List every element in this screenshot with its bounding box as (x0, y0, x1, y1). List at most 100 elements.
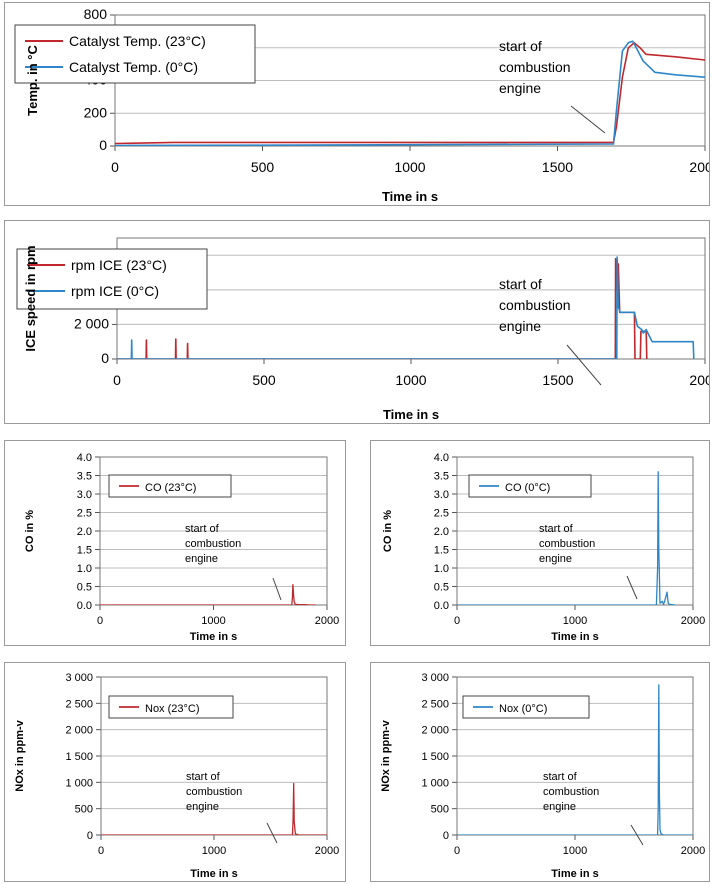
y-tick-label: 2 000 (65, 725, 93, 737)
annotation-text: engine (539, 553, 572, 565)
y-tick-label: 3.5 (77, 471, 92, 483)
chart-co-23c: 0.0 0.5 1.0 1.5 2.0 2.5 3.0 3.5 4.0 0 1000 2000 star… (24, 452, 339, 643)
legend-box (462, 695, 590, 719)
chart-panel-co-0c: 0.0 0.5 1.0 1.5 2.0 2.5 3.0 3.5 4.0 0 1000 2000 star… (370, 440, 710, 646)
legend-box (16, 248, 208, 310)
legend-label: Nox (23°C) (145, 703, 200, 715)
series-line-nox-0-c (457, 684, 693, 835)
y-axis-label: ICE speed in rpm (23, 245, 38, 351)
y-tick-label: 0 (101, 350, 109, 366)
x-tick-label: 2000 (315, 615, 339, 627)
y-tick-label: 1 500 (65, 751, 93, 763)
y-tick-label: 0.5 (77, 582, 92, 594)
annotation-text: start of (499, 276, 542, 292)
y-tick-label: 3 000 (65, 672, 93, 684)
legend-label: CO (0°C) (505, 482, 550, 494)
y-tick-label: 1 500 (421, 751, 449, 763)
x-tick-label: 0 (97, 615, 103, 627)
annotation-pointer (630, 824, 644, 846)
x-tick-label: 1000 (202, 845, 226, 857)
legend-label: Catalyst Temp. (0°C) (69, 59, 198, 75)
x-tick-label: 2000 (681, 845, 705, 857)
annotation-text: combustion (185, 538, 241, 550)
annotation-text: start of (539, 523, 574, 535)
x-tick-label: 500 (251, 159, 275, 175)
annotation-text: start of (186, 771, 221, 783)
x-axis-label: Time in s (190, 868, 237, 880)
x-tick-label: 0 (454, 845, 460, 857)
y-tick-label: 0 (99, 137, 107, 153)
annotation-text: engine (543, 801, 576, 813)
chart-co-0c: 0.0 0.5 1.0 1.5 2.0 2.5 3.0 3.5 4.0 0 1000 2000 star… (382, 452, 705, 643)
y-tick-label: 200 (84, 104, 108, 120)
annotation-pointer (566, 344, 602, 386)
y-axis-label: CO in % (382, 510, 394, 552)
y-tick-label: 0 (443, 830, 449, 842)
x-tick-label: 2000 (315, 845, 339, 857)
y-tick-label: 0.0 (77, 600, 92, 612)
x-tick-label: 2000 (689, 372, 709, 388)
y-tick-label: 2 500 (421, 698, 449, 710)
x-tick-label: 0 (111, 159, 119, 175)
y-tick-label: 500 (75, 804, 93, 816)
x-tick-label: 1000 (201, 615, 225, 627)
x-tick-label: 500 (252, 372, 276, 388)
legend-label: Catalyst Temp. (23°C) (69, 33, 206, 49)
legend-box (108, 695, 234, 719)
y-tick-label: 2.0 (434, 526, 449, 538)
y-tick-label: 1.0 (77, 563, 92, 575)
annotation-text: start of (185, 523, 220, 535)
y-axis-label: NOx in ppm-v (14, 719, 26, 791)
series-line-catalyst-temp-23-c (115, 41, 705, 145)
y-tick-label: 3.5 (434, 471, 449, 483)
legend-box (468, 474, 592, 498)
y-tick-label: 4.0 (77, 452, 92, 464)
y-tick-label: 500 (431, 804, 449, 816)
y-tick-label: 0 (87, 830, 93, 842)
annotation-text: combustion (499, 297, 571, 313)
x-tick-label: 0 (98, 845, 104, 857)
y-axis-label: Temp. in °C (25, 45, 40, 116)
x-tick-label: 0 (113, 372, 121, 388)
annotation-text: engine (499, 318, 541, 334)
annotation-pointer (272, 577, 282, 601)
y-tick-label: 1.5 (77, 545, 92, 557)
y-tick-label: 0.5 (434, 582, 449, 594)
y-tick-label: 2 000 (74, 315, 109, 331)
y-tick-label: 2 500 (65, 698, 93, 710)
annotation-text: start of (543, 771, 578, 783)
chart-panel-temperature: 02004006008000500100015002000start ofcom… (4, 2, 710, 206)
annotation-pointer (266, 822, 278, 844)
annotation-text: combustion (499, 59, 571, 75)
series-line-rpm-ice-23-c (117, 257, 648, 359)
annotation-text: combustion (186, 786, 242, 798)
annotation-text: combustion (543, 786, 599, 798)
x-axis-label: Time in s (551, 631, 598, 643)
legend-label: rpm ICE (0°C) (71, 283, 159, 299)
x-axis-label: Time in s (383, 407, 439, 422)
y-tick-label: 2 000 (421, 725, 449, 737)
y-tick-label: 2.5 (434, 508, 449, 520)
annotation-pointer (570, 105, 606, 134)
series-line-catalyst-temp-0-c (115, 40, 705, 146)
y-tick-label: 3 000 (421, 672, 449, 684)
y-tick-label: 1.0 (434, 563, 449, 575)
chart-panel-ice-speed: 02 0004 0006 0000500100015002000start of… (4, 220, 710, 424)
series-line-nox-23-c (101, 782, 327, 835)
x-axis-label: Time in s (382, 189, 438, 204)
legend-label: CO (23°C) (145, 482, 196, 494)
y-tick-label: 2.0 (77, 526, 92, 538)
y-axis-label: NOx in ppm-v (380, 719, 392, 791)
x-tick-label: 1000 (394, 159, 425, 175)
series-line-co-0-c (457, 471, 676, 605)
y-tick-label: 2.5 (77, 508, 92, 520)
x-tick-label: 2000 (681, 615, 705, 627)
y-tick-label: 4.0 (434, 452, 449, 464)
chart-temperature: 02004006008000500100015002000start ofcom… (14, 6, 709, 204)
y-tick-label: 1 000 (65, 777, 93, 789)
chart-panel-co-23c: 0.0 0.5 1.0 1.5 2.0 2.5 3.0 3.5 4.0 0 1000 2000 star… (4, 440, 346, 646)
